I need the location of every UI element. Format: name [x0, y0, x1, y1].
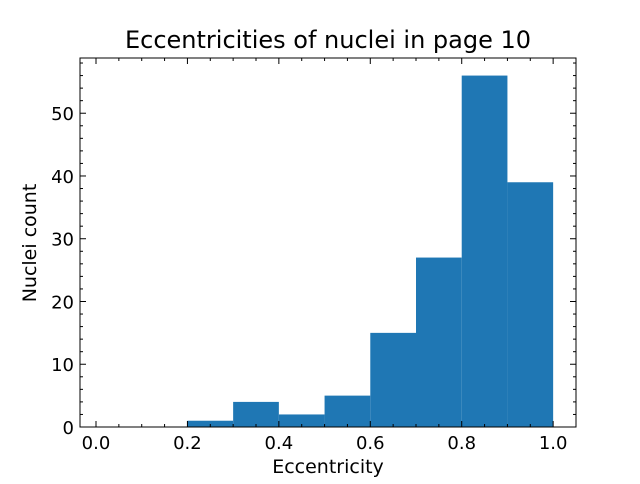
y-tick-label: 30 [51, 230, 74, 251]
y-tick-label: 0 [63, 418, 74, 439]
axes-frame [79, 57, 577, 428]
y-tick-label: 40 [51, 167, 74, 188]
histogram-bar-8 [461, 75, 508, 428]
histogram-bar-5 [324, 395, 371, 427]
histogram-bar-9 [507, 182, 554, 427]
y-tick-label: 50 [51, 104, 74, 125]
x-tick-label: 0.8 [447, 433, 476, 454]
x-tick-label: 0.0 [82, 433, 111, 454]
histogram-bar-4 [278, 414, 325, 427]
histogram-bar-7 [416, 257, 462, 427]
y-axis-label: Nuclei count [19, 184, 41, 303]
chart-title: Eccentricities of nuclei in page 10 [125, 26, 531, 54]
x-axis-label: Eccentricity [272, 456, 384, 478]
x-tick-label: 1.0 [539, 433, 568, 454]
y-tick-label: 10 [51, 355, 74, 376]
y-tick-label: 20 [51, 292, 74, 313]
x-tick-label: 0.4 [265, 433, 294, 454]
x-tick-label: 0.6 [356, 433, 385, 454]
histogram-bar-2 [187, 420, 234, 427]
x-tick-label: 0.2 [173, 433, 202, 454]
histogram-bar-6 [370, 332, 416, 427]
bars-group [187, 75, 554, 428]
histogram-bar-3 [233, 401, 279, 427]
